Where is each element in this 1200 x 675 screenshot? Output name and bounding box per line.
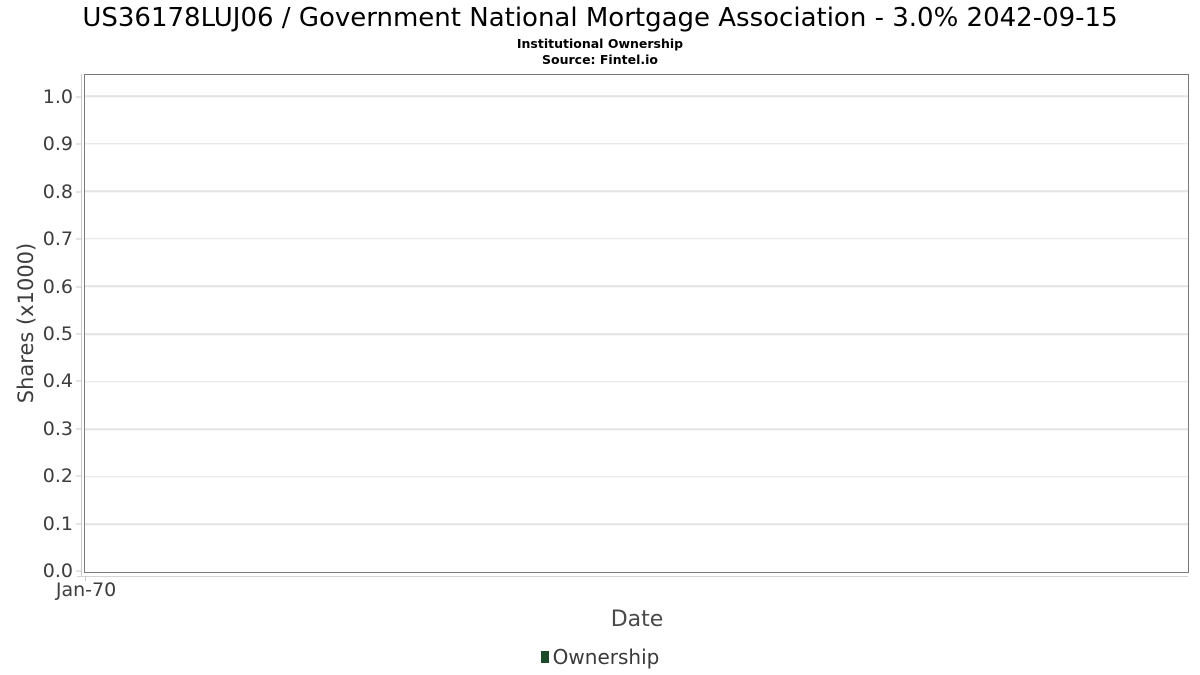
y-tick-label: 0.3 [42,417,73,440]
y-tick-label: 0.7 [42,228,73,251]
legend-label-ownership: Ownership [552,645,660,669]
y-tick-mark [76,570,81,572]
legend-swatch-ownership [540,651,549,663]
y-tick-mark [76,380,81,382]
y-tick-mark [76,191,81,193]
y-tick-mark [76,475,81,477]
chart-source: Source: Fintel.io [542,52,658,67]
gridline [85,285,1188,288]
y-tick-mark [76,333,81,335]
gridline [85,142,1188,145]
y-tick-label: 0.2 [42,465,73,488]
y-tick-mark [76,143,81,145]
y-tick-label: 0.1 [42,512,73,535]
y-tick-label: 0.4 [42,370,73,393]
gridlines [85,95,1188,572]
gridline [85,333,1188,335]
y-tick-mark [76,428,81,430]
y-tick-mark [76,96,81,98]
y-axis-tick-marks [76,96,81,572]
y-tick-mark [76,286,81,288]
x-axis-title: Date [610,607,664,632]
y-axis-tick-labels: 0.0 0.1 0.2 0.3 0.4 0.5 0.6 0.7 0.8 0.9 1.0 [0,86,76,582]
gridline [85,380,1188,383]
plot-area [84,74,1189,573]
chart-title: US36178LUJ06 / Government National Mortg… [82,3,1118,33]
gridline [85,95,1188,97]
legend: Ownership [0,645,1200,669]
y-tick-label: 1.0 [42,86,73,108]
y-axis-line [81,74,82,577]
y-tick-label: 0.6 [42,275,73,298]
x-axis-tick-mark [85,576,86,581]
x-axis-line [77,576,1188,577]
x-axis-tick-label: Jan-70 [55,579,117,601]
y-tick-label: 0.5 [42,323,73,345]
gridline [85,238,1188,240]
y-tick-label: 0.8 [42,180,73,203]
gridline [85,190,1188,192]
gridline [85,428,1188,430]
y-tick-label: 0.0 [42,560,73,582]
y-tick-mark [76,523,81,525]
y-tick-label: 0.9 [42,133,73,156]
gridline [85,476,1188,478]
chart-subtitle: Institutional Ownership [516,36,684,51]
y-tick-mark [76,238,81,240]
gridline [85,523,1188,526]
